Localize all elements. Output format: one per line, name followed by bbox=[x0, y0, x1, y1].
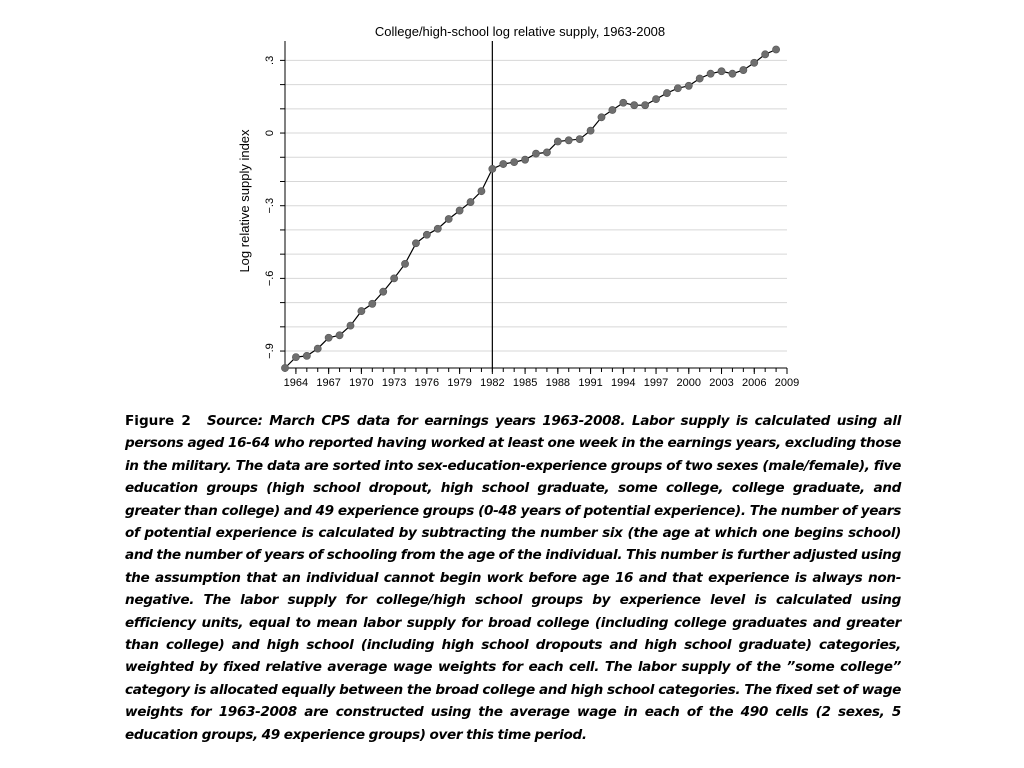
data-point bbox=[488, 164, 497, 173]
data-point bbox=[772, 45, 780, 54]
data-point bbox=[390, 274, 399, 283]
data-point bbox=[401, 259, 409, 268]
data-point bbox=[444, 215, 453, 223]
y-tick-label: 0 bbox=[264, 130, 276, 136]
data-point bbox=[739, 66, 748, 74]
x-tick-label: 2000 bbox=[677, 377, 701, 389]
data-point bbox=[630, 101, 639, 110]
data-point bbox=[346, 321, 355, 330]
data-point bbox=[455, 206, 464, 215]
data-point bbox=[564, 136, 573, 145]
data-point bbox=[313, 344, 322, 353]
chart-title: College/high-school log relative supply,… bbox=[375, 24, 665, 39]
figure-caption-text: Source: March CPS data for earnings year… bbox=[125, 413, 901, 743]
data-point bbox=[521, 155, 529, 164]
data-point bbox=[368, 299, 377, 308]
y-tick-layer: −.9 −.6 −.3 0 .3 bbox=[264, 56, 285, 359]
x-tick-label: 2003 bbox=[709, 377, 733, 389]
x-tick-label: 1970 bbox=[349, 377, 373, 389]
x-tick-label: 1991 bbox=[578, 377, 602, 389]
data-point bbox=[292, 353, 300, 361]
x-tick-label: 1985 bbox=[513, 377, 537, 389]
data-point bbox=[532, 149, 540, 158]
chart: College/high-school log relative supply,… bbox=[237, 24, 799, 389]
data-point bbox=[728, 69, 737, 78]
data-point bbox=[717, 67, 726, 76]
x-tick-label: 1982 bbox=[480, 377, 504, 389]
data-point bbox=[597, 113, 606, 122]
x-tick-label: 1988 bbox=[546, 377, 570, 389]
y-axis-title: Log relative supply index bbox=[237, 129, 252, 273]
data-point bbox=[335, 331, 344, 340]
data-point bbox=[302, 351, 311, 360]
x-tick-label: 1973 bbox=[382, 377, 406, 389]
data-point bbox=[412, 239, 420, 248]
data-point bbox=[477, 187, 486, 196]
data-point bbox=[324, 333, 333, 342]
figure-caption: Figure 2 Source: March CPS data for earni… bbox=[125, 410, 901, 746]
data-point bbox=[608, 106, 617, 114]
x-tick-label: 1964 bbox=[284, 377, 308, 389]
x-tick-label: 1994 bbox=[611, 377, 635, 389]
data-point bbox=[684, 81, 693, 90]
data-point bbox=[281, 364, 289, 372]
data-point bbox=[499, 160, 508, 168]
data-point bbox=[586, 126, 595, 135]
data-point bbox=[422, 230, 431, 239]
series-layer bbox=[281, 45, 780, 372]
y-tick-label: −.3 bbox=[264, 198, 276, 214]
data-point bbox=[433, 224, 442, 233]
data-point bbox=[575, 135, 584, 143]
x-tick-label: 2006 bbox=[742, 377, 766, 389]
y-tick-label: −.6 bbox=[264, 271, 276, 287]
data-point bbox=[652, 95, 660, 104]
x-tick-label: 1997 bbox=[644, 377, 668, 389]
series-line bbox=[284, 48, 777, 369]
data-point bbox=[695, 74, 704, 83]
x-tick-label: 2009 bbox=[775, 377, 799, 389]
data-point bbox=[543, 148, 551, 157]
data-point bbox=[750, 58, 759, 67]
data-point bbox=[761, 50, 770, 59]
x-tick-layer: 1964 1967 1970 1973 1976 1979 1982 1985 1988 1991… bbox=[284, 368, 799, 389]
data-point bbox=[641, 101, 650, 110]
data-point bbox=[379, 287, 388, 296]
x-tick-label: 1979 bbox=[447, 377, 471, 389]
data-point bbox=[510, 158, 519, 167]
data-point bbox=[663, 89, 671, 97]
data-point bbox=[619, 98, 628, 107]
data-point bbox=[706, 69, 715, 78]
data-point bbox=[357, 307, 366, 315]
x-tick-label: 1976 bbox=[415, 377, 439, 389]
data-point bbox=[673, 84, 682, 93]
data-point bbox=[466, 198, 475, 206]
chart-svg: College/high-school log relative supply,… bbox=[237, 24, 799, 389]
figure-label: Figure 2 bbox=[125, 413, 191, 429]
x-tick-label: 1967 bbox=[316, 377, 340, 389]
axis-layer bbox=[284, 41, 787, 369]
data-point bbox=[553, 137, 562, 146]
y-tick-label: .3 bbox=[264, 56, 276, 65]
y-tick-label: −.9 bbox=[264, 343, 276, 359]
